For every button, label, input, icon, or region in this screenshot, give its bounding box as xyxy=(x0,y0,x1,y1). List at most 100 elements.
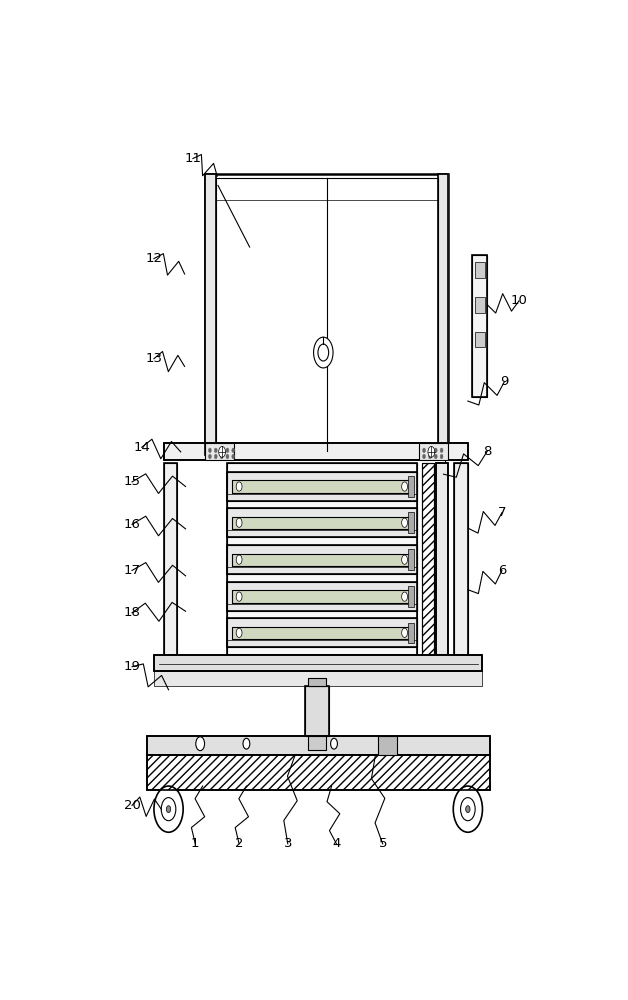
Circle shape xyxy=(236,555,242,564)
Bar xyxy=(308,736,326,750)
Circle shape xyxy=(453,786,482,832)
Circle shape xyxy=(428,448,431,453)
Text: 19: 19 xyxy=(124,660,141,673)
Bar xyxy=(147,755,490,790)
Circle shape xyxy=(214,448,217,453)
Bar xyxy=(227,508,417,537)
Circle shape xyxy=(166,806,171,813)
Circle shape xyxy=(214,454,217,459)
Bar xyxy=(305,686,328,736)
Bar xyxy=(305,686,328,736)
Circle shape xyxy=(236,482,242,491)
Bar xyxy=(205,174,215,455)
Text: 2: 2 xyxy=(235,837,244,850)
Bar xyxy=(227,508,417,537)
Bar xyxy=(164,443,468,460)
Text: 16: 16 xyxy=(124,518,141,531)
Bar xyxy=(232,590,412,603)
Bar xyxy=(205,174,448,455)
Bar xyxy=(227,582,417,611)
Bar xyxy=(227,618,417,647)
Circle shape xyxy=(428,446,435,457)
Bar xyxy=(232,517,412,529)
Text: 10: 10 xyxy=(511,294,528,307)
Text: 15: 15 xyxy=(124,475,141,488)
Text: 18: 18 xyxy=(124,606,141,619)
Circle shape xyxy=(154,786,183,832)
Bar xyxy=(205,174,215,455)
Bar xyxy=(438,174,448,455)
Bar xyxy=(408,512,414,533)
Bar xyxy=(421,463,434,655)
Bar xyxy=(472,255,487,397)
Bar xyxy=(308,678,326,686)
Bar xyxy=(475,262,485,278)
Bar xyxy=(164,463,177,655)
Circle shape xyxy=(423,454,426,459)
Bar xyxy=(227,545,417,574)
Text: 3: 3 xyxy=(283,837,292,850)
Text: 8: 8 xyxy=(483,445,492,458)
Bar xyxy=(408,586,414,607)
Text: 6: 6 xyxy=(498,564,506,577)
Bar xyxy=(205,443,234,460)
Circle shape xyxy=(226,454,229,459)
Circle shape xyxy=(313,337,333,368)
Circle shape xyxy=(402,518,408,527)
Bar xyxy=(232,554,412,566)
Circle shape xyxy=(435,448,437,453)
Bar xyxy=(454,463,468,655)
Bar xyxy=(232,480,412,493)
Bar xyxy=(227,463,417,655)
Bar xyxy=(408,549,414,570)
Circle shape xyxy=(236,628,242,637)
Circle shape xyxy=(226,448,229,453)
Bar xyxy=(227,545,417,574)
Circle shape xyxy=(220,448,223,453)
Circle shape xyxy=(236,518,242,527)
Bar xyxy=(436,463,448,655)
Text: 17: 17 xyxy=(124,564,141,577)
Circle shape xyxy=(460,798,475,821)
Bar xyxy=(421,463,434,655)
Bar xyxy=(232,627,412,639)
Text: 13: 13 xyxy=(146,352,163,365)
Bar xyxy=(147,755,490,790)
Bar xyxy=(475,297,485,313)
Circle shape xyxy=(402,555,408,564)
Bar xyxy=(408,476,414,497)
Circle shape xyxy=(236,592,242,601)
Bar xyxy=(232,480,412,493)
Text: 9: 9 xyxy=(500,375,509,388)
Text: 1: 1 xyxy=(191,837,200,850)
Bar xyxy=(438,174,448,455)
Circle shape xyxy=(232,448,235,453)
Circle shape xyxy=(208,454,212,459)
Circle shape xyxy=(219,446,225,457)
Bar xyxy=(154,655,482,671)
Circle shape xyxy=(196,737,205,751)
Bar xyxy=(164,463,177,655)
Circle shape xyxy=(402,482,408,491)
Bar xyxy=(232,590,412,603)
Circle shape xyxy=(440,448,443,453)
Text: 20: 20 xyxy=(124,799,141,812)
Bar xyxy=(164,443,468,460)
Bar xyxy=(215,178,438,451)
Circle shape xyxy=(423,448,426,453)
Bar xyxy=(227,618,417,647)
Circle shape xyxy=(243,738,250,749)
Circle shape xyxy=(435,454,437,459)
Bar xyxy=(232,627,412,639)
Circle shape xyxy=(220,454,223,459)
Text: 7: 7 xyxy=(497,506,506,519)
Circle shape xyxy=(318,344,328,361)
Bar xyxy=(408,623,414,643)
Text: 11: 11 xyxy=(185,152,202,165)
Circle shape xyxy=(428,454,431,459)
Circle shape xyxy=(466,806,470,813)
Bar xyxy=(227,463,417,655)
Bar xyxy=(232,554,412,566)
Bar xyxy=(154,655,482,671)
Circle shape xyxy=(440,454,443,459)
